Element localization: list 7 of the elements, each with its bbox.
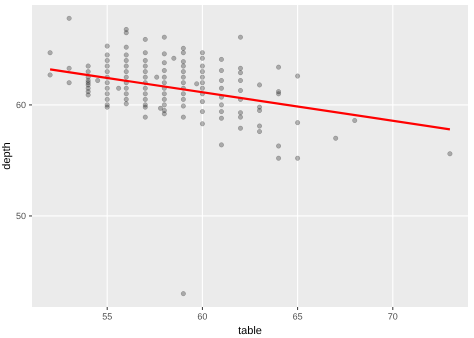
x-axis-title: table bbox=[238, 325, 262, 337]
x-tick-label: 65 bbox=[292, 311, 303, 322]
x-tick-label: 55 bbox=[102, 311, 112, 322]
x-tick-label: 70 bbox=[388, 311, 398, 322]
y-tick-label: 50 bbox=[16, 210, 26, 221]
y-axis-title: depth bbox=[1, 142, 13, 170]
x-tick-label: 60 bbox=[197, 311, 208, 322]
